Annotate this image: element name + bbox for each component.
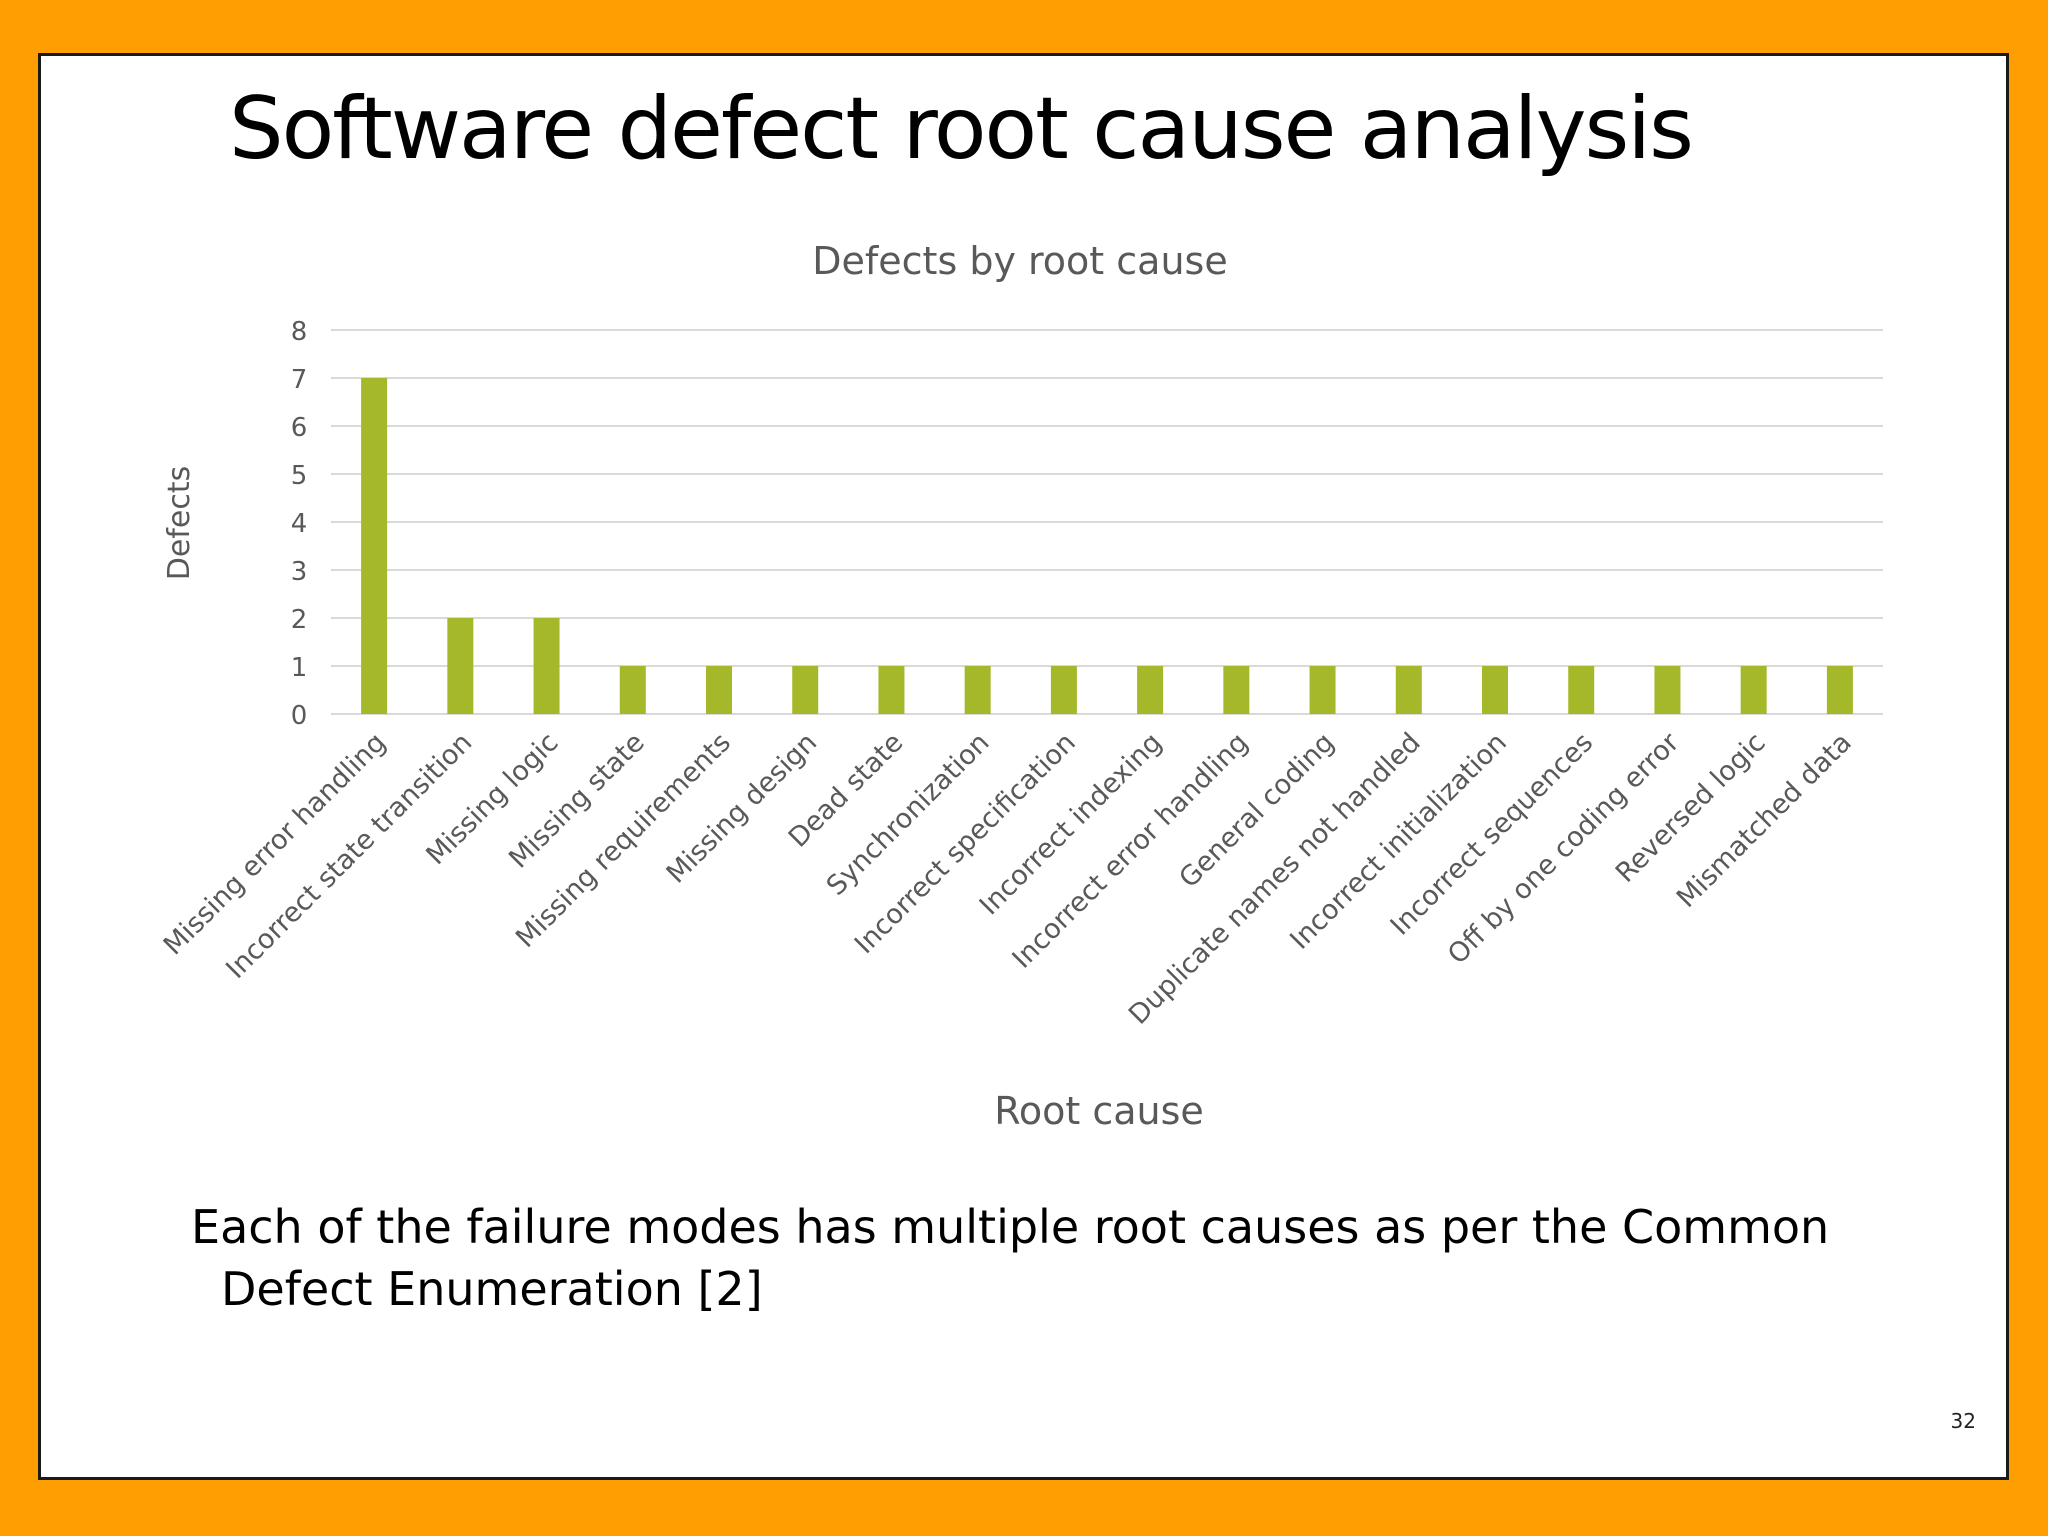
bar xyxy=(964,666,991,714)
y-tick-label: 8 xyxy=(291,317,308,347)
y-axis-label: Defects xyxy=(162,466,197,580)
bar xyxy=(1826,666,1853,714)
y-tick-label: 1 xyxy=(291,653,308,683)
bars xyxy=(361,378,1853,714)
y-tick-label: 2 xyxy=(291,605,308,635)
y-tick-label: 0 xyxy=(291,701,308,731)
slide: Software defect root cause analysis Defe… xyxy=(38,53,2009,1480)
gridlines xyxy=(331,329,1883,715)
chart-title: Defects by root cause xyxy=(812,239,1227,283)
x-axis-label: Root cause xyxy=(994,1089,1204,1133)
bar xyxy=(1050,666,1077,714)
bar xyxy=(706,666,732,714)
x-tick-label: Missing design xyxy=(661,727,824,890)
slide-number: 32 xyxy=(1950,1409,1976,1433)
bar xyxy=(1654,666,1681,714)
bar xyxy=(792,666,819,714)
bar-chart: Defects by root cause 0 1 2 3 4 5 6 7 8 Missing … xyxy=(158,239,1883,1133)
bar xyxy=(1568,666,1595,714)
bar xyxy=(447,618,474,714)
slide-title: Software defect root cause analysis xyxy=(229,79,1694,179)
bar xyxy=(1137,666,1164,714)
y-tick-label: 5 xyxy=(291,461,308,491)
bar xyxy=(619,666,646,714)
bar xyxy=(878,666,905,714)
y-tick-label: 7 xyxy=(291,365,308,395)
x-tick-label: Synchronization xyxy=(821,727,996,902)
bar xyxy=(1223,666,1250,714)
y-tick-label: 6 xyxy=(291,413,308,443)
x-tick-label: Reversed logic xyxy=(1610,727,1772,889)
body-text: Each of the failure modes has multiple r… xyxy=(191,1200,1830,1316)
x-tick-label: General coding xyxy=(1173,727,1340,894)
y-tick-label: 4 xyxy=(291,509,308,539)
y-tick-label: 3 xyxy=(291,557,308,587)
bar xyxy=(1740,666,1767,714)
bar xyxy=(1482,666,1508,714)
bar xyxy=(361,378,388,714)
bar xyxy=(1395,666,1422,714)
bar xyxy=(533,618,560,714)
bar xyxy=(1309,666,1336,714)
y-axis-ticks: 0 1 2 3 4 5 6 7 8 xyxy=(291,317,308,731)
